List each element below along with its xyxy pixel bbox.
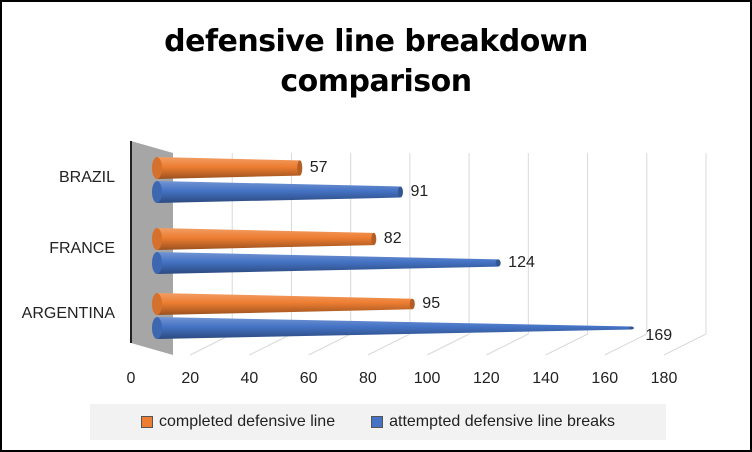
bar-tip-cap [397,186,403,198]
bar-tip-cap [495,259,501,267]
chart-plot-area: 0 20 40 60 80 100 120 140 160 180 BRAZIL 57 91 FRANCE… [22,141,707,387]
y-category-label: BRAZIL [59,169,115,186]
bar-base-cap [152,293,162,315]
y-category-label: FRANCE [49,240,115,257]
x-tick-label: 140 [532,370,559,387]
bar-tip-cap [628,326,634,330]
gridline-floor [308,333,351,356]
gridline-floor [426,333,470,356]
x-tick-label: 120 [473,370,500,387]
bar-base-cap [152,181,162,203]
bar-attempted [157,181,401,203]
legend-label-attempted: attempted defensive line breaks [389,413,616,430]
gridline-floor [486,333,529,356]
bar-tip-cap [409,298,415,310]
data-label: 57 [310,159,328,176]
legend-swatch-completed [140,416,153,428]
bar-base-cap [152,157,162,179]
bar-base-cap [152,252,162,274]
x-tick-label: 160 [591,370,618,387]
bar-attempted [157,252,499,274]
gridline-floor [249,333,292,356]
legend-item-completed: completed defensive line [140,413,336,431]
data-label: 169 [645,327,672,344]
x-tick-label: 100 [414,370,441,387]
x-tick-label: 20 [181,370,199,387]
data-label: 91 [410,183,428,200]
gridline-floor [604,333,648,356]
x-tick-label: 0 [127,370,136,387]
data-label: 82 [384,230,402,247]
bar-completed [157,157,300,179]
gridline-floor [663,333,707,356]
data-label: 95 [422,295,440,312]
chart-title: defensive line breakdown comparison [2,22,750,102]
legend-label-completed: completed defensive line [158,413,336,430]
y-category-label: ARGENTINA [22,305,116,322]
x-tick-label: 80 [359,370,377,387]
gridline-floor [545,333,588,356]
legend-item-attempted: attempted defensive line breaks [371,413,615,431]
bar-tip-cap [297,160,303,176]
x-tick-label: 60 [300,370,318,387]
bar-completed [157,293,413,315]
gridline-floor [367,333,411,356]
x-tick-label: 180 [651,370,678,387]
chart-legend: completed defensive line attempted defen… [90,404,666,440]
bar-completed [157,228,374,250]
bar-base-cap [152,228,162,250]
bar-base-cap [152,317,162,339]
bar-tip-cap [371,232,377,246]
chart-title-line-2: comparison [280,64,472,99]
chart-title-line-1: defensive line breakdown [164,24,588,59]
legend-swatch-attempted [371,416,384,428]
data-label: 124 [508,254,535,271]
bar-attempted [157,317,632,339]
x-tick-label: 40 [241,370,259,387]
